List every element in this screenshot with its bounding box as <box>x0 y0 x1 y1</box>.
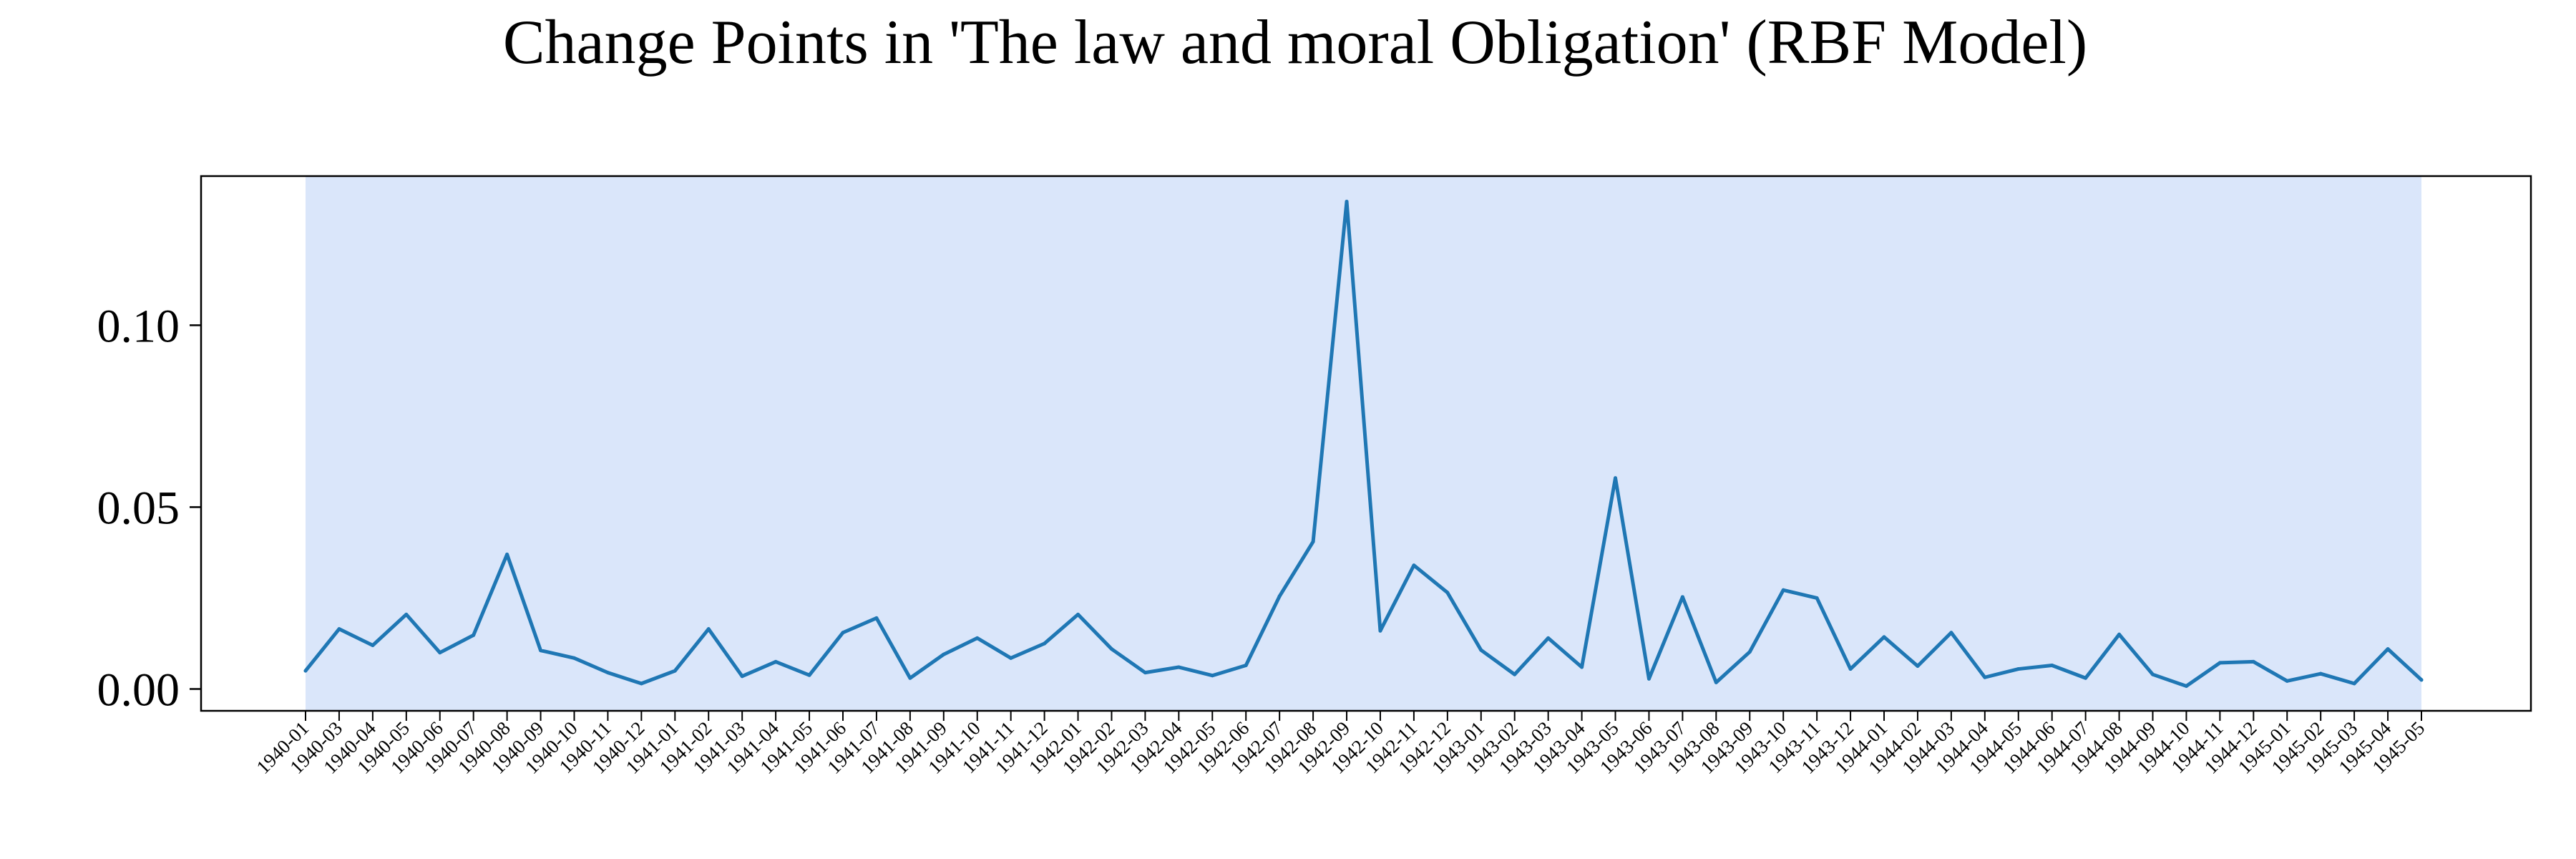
y-axis-ticks: 0.00 0.05 0.10 <box>97 300 201 717</box>
series-line <box>303 200 2424 688</box>
data-point-1940-08 <box>505 552 509 556</box>
data-point-1945-01 <box>2285 679 2289 683</box>
data-point-1944-05 <box>2016 667 2021 671</box>
data-point-1944-10 <box>2184 684 2188 688</box>
data-point-1940-10 <box>572 656 576 660</box>
data-point-1940-07 <box>472 633 476 637</box>
data-point-1941-03 <box>740 674 744 679</box>
y-tick-label: 0.05 <box>97 482 180 534</box>
data-point-1944-08 <box>2117 632 2122 636</box>
data-point-1941-07 <box>874 616 879 620</box>
data-point-1940-01 <box>303 669 308 673</box>
data-point-1944-12 <box>2251 659 2255 664</box>
data-point-1945-03 <box>2352 681 2356 686</box>
data-point-1945-05 <box>2419 678 2424 682</box>
data-point-1941-02 <box>706 627 711 631</box>
data-point-1944-06 <box>2050 663 2054 667</box>
data-point-1944-01 <box>1882 635 1886 639</box>
data-point-1940-09 <box>539 649 543 653</box>
data-point-1942-07 <box>1277 594 1282 598</box>
data-point-1942-08 <box>1311 540 1315 544</box>
data-point-1944-02 <box>1916 664 1920 668</box>
data-point-1945-02 <box>2318 671 2323 676</box>
data-point-1942-04 <box>1176 665 1181 669</box>
plot-frame <box>200 175 2532 712</box>
series-line-group <box>303 200 2424 688</box>
data-point-1940-11 <box>605 671 610 675</box>
data-point-1941-01 <box>673 669 677 673</box>
chart-title: Change Points in 'The law and moral Obli… <box>503 8 2087 77</box>
data-point-1942-09 <box>1345 200 1349 204</box>
data-point-1943-02 <box>1513 672 1517 676</box>
x-axis-ticks: 1940-011940-031940-041940-051940-061940-… <box>252 711 2429 778</box>
data-point-1944-04 <box>1983 675 1987 679</box>
data-point-1945-04 <box>2386 647 2390 651</box>
data-point-1941-11 <box>1009 656 1013 660</box>
data-point-1943-06 <box>1646 676 1651 681</box>
data-point-1943-04 <box>1580 665 1584 669</box>
data-point-1942-11 <box>1412 563 1416 568</box>
data-point-1944-09 <box>2151 672 2155 676</box>
data-point-1942-05 <box>1210 674 1214 678</box>
data-point-1942-02 <box>1109 647 1113 651</box>
data-point-1940-12 <box>639 681 643 686</box>
data-point-1941-05 <box>807 673 811 677</box>
data-point-1940-04 <box>371 644 375 648</box>
data-point-1941-12 <box>1043 641 1047 646</box>
data-point-1942-03 <box>1143 671 1147 675</box>
data-point-1942-01 <box>1076 612 1080 616</box>
data-point-1943-05 <box>1614 476 1618 480</box>
data-point-1940-03 <box>337 627 341 631</box>
shaded-span <box>306 176 2421 711</box>
data-point-1943-08 <box>1714 680 1718 684</box>
data-point-1941-06 <box>841 631 845 635</box>
change-point-shaded-region <box>306 176 2421 711</box>
data-point-1940-05 <box>404 612 409 616</box>
data-point-1942-10 <box>1378 629 1382 633</box>
data-point-1943-09 <box>1747 650 1752 654</box>
y-tick-label: 0.00 <box>97 664 180 717</box>
data-point-1943-01 <box>1479 648 1483 652</box>
data-point-1943-12 <box>1848 667 1853 671</box>
data-point-1943-03 <box>1546 636 1551 640</box>
data-point-1941-08 <box>908 676 912 680</box>
y-tick-label: 0.10 <box>97 300 180 352</box>
data-point-1943-11 <box>1815 596 1819 600</box>
data-point-1944-07 <box>2084 676 2088 680</box>
data-point-1944-03 <box>1949 631 1953 635</box>
data-point-1943-07 <box>1680 595 1684 599</box>
data-point-1940-06 <box>438 651 442 655</box>
data-point-1942-12 <box>1445 591 1450 595</box>
data-point-1941-04 <box>774 659 778 664</box>
data-point-1941-10 <box>975 636 980 640</box>
data-point-1941-09 <box>942 652 946 656</box>
data-point-1942-06 <box>1244 663 1248 667</box>
data-point-1943-10 <box>1781 588 1785 592</box>
data-point-1944-11 <box>2218 661 2222 665</box>
